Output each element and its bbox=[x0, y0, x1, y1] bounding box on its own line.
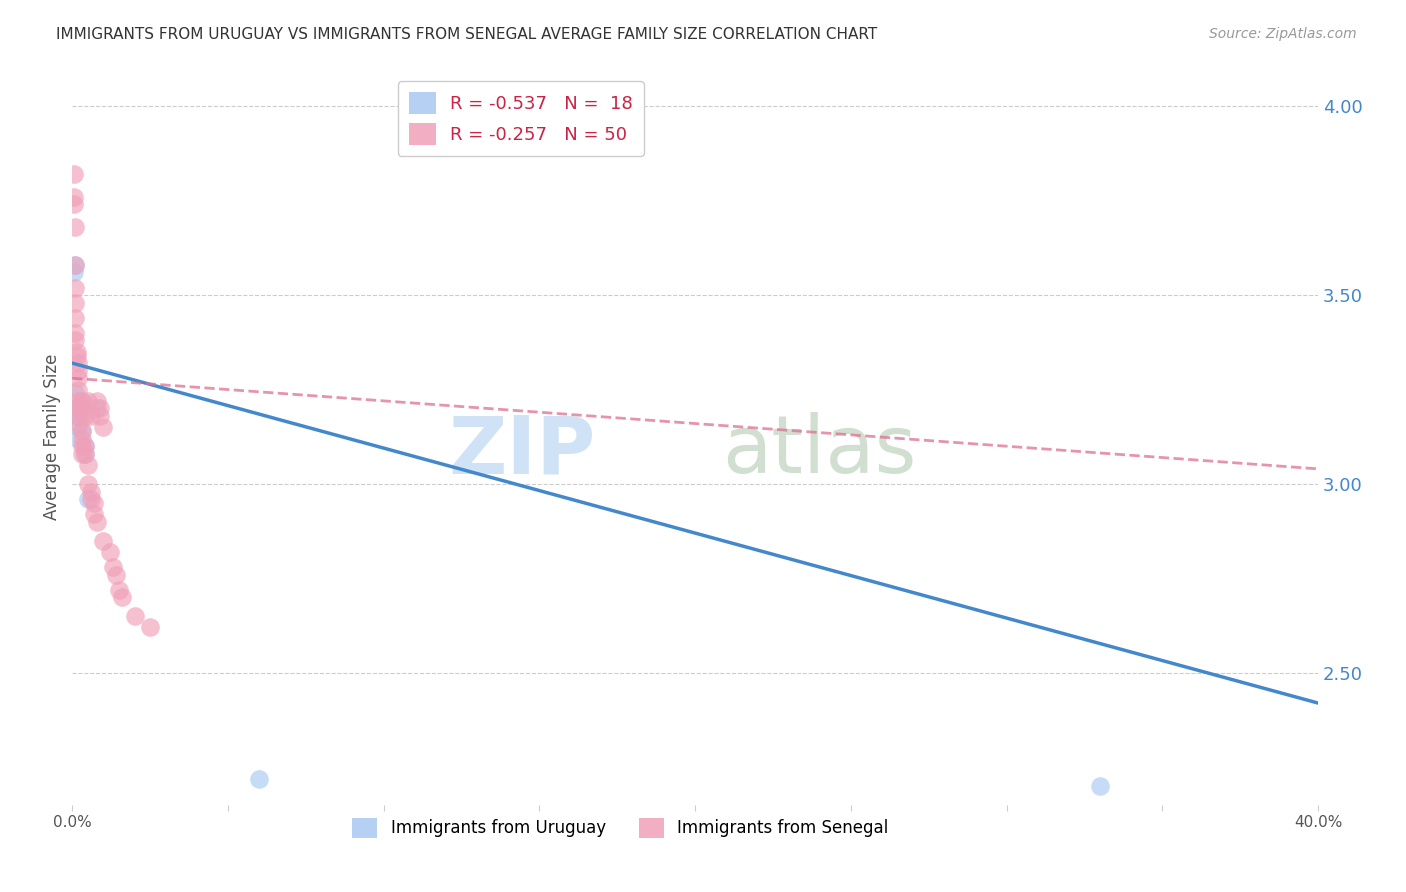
Point bbox=[62, 167, 84, 181]
Point bbox=[66, 349, 89, 363]
Point bbox=[104, 567, 127, 582]
Text: IMMIGRANTS FROM URUGUAY VS IMMIGRANTS FROM SENEGAL AVERAGE FAMILY SIZE CORRELATI: IMMIGRANTS FROM URUGUAY VS IMMIGRANTS FR… bbox=[56, 27, 877, 42]
Point bbox=[76, 492, 98, 507]
Point bbox=[93, 420, 115, 434]
Point bbox=[66, 344, 89, 359]
Point bbox=[93, 533, 115, 548]
Point bbox=[70, 432, 93, 446]
Point bbox=[80, 484, 103, 499]
Point bbox=[86, 515, 108, 529]
Point bbox=[86, 401, 108, 416]
Point bbox=[70, 401, 93, 416]
Point bbox=[63, 190, 86, 204]
Point bbox=[67, 409, 90, 423]
Point bbox=[70, 424, 93, 438]
Point bbox=[63, 258, 86, 272]
Point bbox=[83, 507, 105, 521]
Point bbox=[73, 409, 96, 423]
Point bbox=[83, 496, 105, 510]
Text: atlas: atlas bbox=[723, 412, 917, 491]
Point bbox=[76, 477, 98, 491]
Point bbox=[67, 364, 90, 378]
Point bbox=[76, 458, 98, 472]
Point bbox=[65, 280, 87, 294]
Point bbox=[139, 620, 162, 634]
Point bbox=[65, 295, 87, 310]
Point bbox=[65, 386, 87, 401]
Point bbox=[108, 582, 131, 597]
Point bbox=[63, 220, 86, 235]
Point bbox=[80, 492, 103, 507]
Point bbox=[70, 401, 93, 416]
Point bbox=[89, 401, 111, 416]
Point bbox=[70, 447, 93, 461]
Legend: Immigrants from Uruguay, Immigrants from Senegal: Immigrants from Uruguay, Immigrants from… bbox=[346, 811, 896, 845]
Point bbox=[67, 393, 90, 408]
Point bbox=[73, 439, 96, 453]
Point bbox=[247, 772, 270, 786]
Point bbox=[65, 326, 87, 340]
Point bbox=[67, 401, 90, 416]
Point bbox=[67, 371, 90, 385]
Point bbox=[63, 258, 86, 272]
Point bbox=[65, 334, 87, 348]
Point bbox=[70, 393, 93, 408]
Point bbox=[67, 420, 90, 434]
Point bbox=[70, 393, 93, 408]
Point bbox=[67, 417, 90, 431]
Y-axis label: Average Family Size: Average Family Size bbox=[44, 353, 60, 520]
Point bbox=[67, 409, 90, 423]
Point bbox=[73, 447, 96, 461]
Text: ZIP: ZIP bbox=[449, 412, 596, 491]
Point bbox=[1088, 779, 1111, 793]
Point bbox=[65, 310, 87, 325]
Point bbox=[62, 265, 84, 279]
Point bbox=[73, 439, 96, 453]
Point bbox=[67, 432, 90, 446]
Point bbox=[98, 545, 121, 559]
Point bbox=[70, 439, 93, 453]
Point bbox=[65, 401, 87, 416]
Point bbox=[63, 197, 86, 211]
Point bbox=[70, 409, 93, 423]
Point bbox=[124, 609, 146, 624]
Point bbox=[101, 560, 124, 574]
Point bbox=[89, 409, 111, 423]
Point bbox=[73, 447, 96, 461]
Text: Source: ZipAtlas.com: Source: ZipAtlas.com bbox=[1209, 27, 1357, 41]
Point bbox=[80, 409, 103, 423]
Point bbox=[67, 356, 90, 370]
Point bbox=[67, 401, 90, 416]
Point bbox=[67, 383, 90, 397]
Point bbox=[111, 591, 134, 605]
Point bbox=[86, 393, 108, 408]
Point bbox=[70, 424, 93, 438]
Point bbox=[76, 393, 98, 408]
